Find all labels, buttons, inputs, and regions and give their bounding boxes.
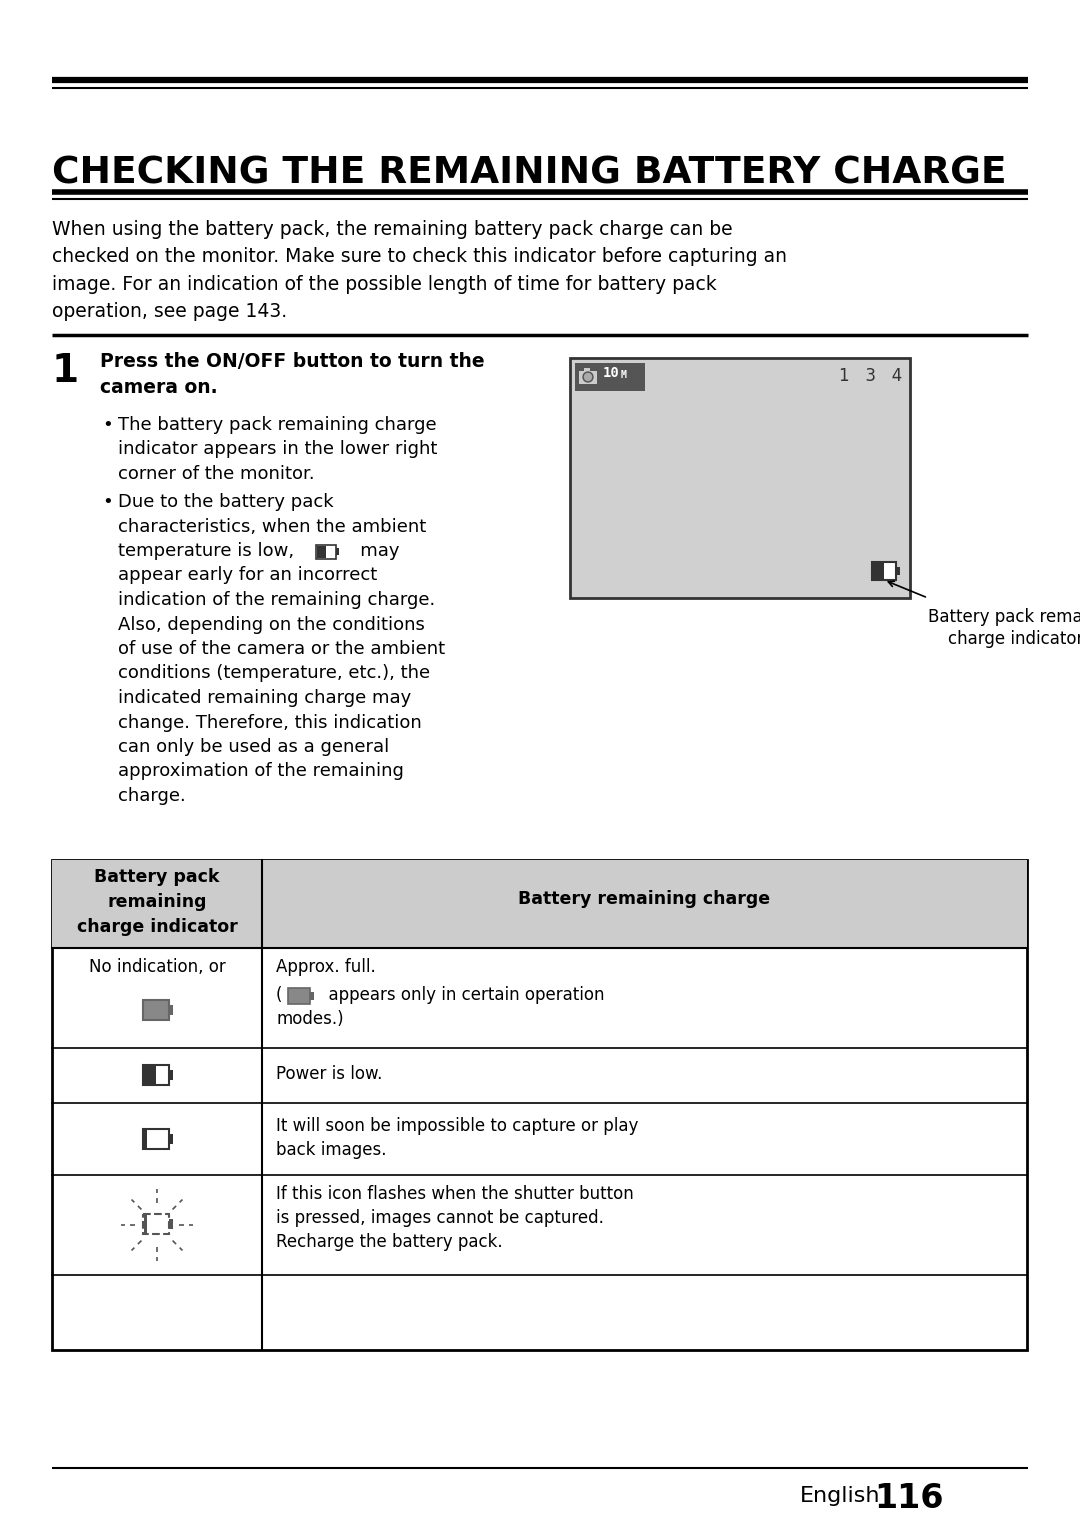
Circle shape <box>584 374 592 380</box>
FancyBboxPatch shape <box>336 548 339 555</box>
Text: appear early for an incorrect: appear early for an incorrect <box>118 566 377 584</box>
Text: When using the battery pack, the remaining battery pack charge can be
checked on: When using the battery pack, the remaini… <box>52 221 787 321</box>
FancyBboxPatch shape <box>310 992 314 999</box>
Text: If this icon flashes when the shutter button: If this icon flashes when the shutter bu… <box>276 1185 634 1203</box>
Text: It will soon be impossible to capture or play: It will soon be impossible to capture or… <box>276 1116 638 1135</box>
Text: modes.): modes.) <box>276 1010 343 1028</box>
Text: indication of the remaining charge.: indication of the remaining charge. <box>118 592 435 608</box>
Text: charge indicator: charge indicator <box>948 630 1080 648</box>
Text: Due to the battery pack: Due to the battery pack <box>118 493 334 511</box>
Text: Also, depending on the conditions: Also, depending on the conditions <box>118 616 424 634</box>
FancyBboxPatch shape <box>316 545 336 560</box>
FancyBboxPatch shape <box>896 567 900 575</box>
FancyBboxPatch shape <box>52 859 1027 1351</box>
FancyBboxPatch shape <box>570 357 910 598</box>
Text: English: English <box>800 1486 880 1506</box>
Text: temperature is low,: temperature is low, <box>118 541 294 560</box>
FancyBboxPatch shape <box>144 1130 147 1148</box>
FancyBboxPatch shape <box>584 368 590 373</box>
FancyBboxPatch shape <box>288 989 310 1004</box>
FancyBboxPatch shape <box>318 546 326 558</box>
Text: Approx. full.: Approx. full. <box>276 958 376 976</box>
Text: M: M <box>621 370 626 380</box>
Text: corner of the monitor.: corner of the monitor. <box>118 465 314 484</box>
Text: conditions (temperature, etc.), the: conditions (temperature, etc.), the <box>118 665 430 683</box>
FancyBboxPatch shape <box>168 1069 173 1080</box>
Text: (: ( <box>276 986 282 1004</box>
FancyBboxPatch shape <box>872 561 896 580</box>
Text: CHECKING THE REMAINING BATTERY CHARGE: CHECKING THE REMAINING BATTERY CHARGE <box>52 155 1007 192</box>
Text: may: may <box>343 541 400 560</box>
Text: approximation of the remaining: approximation of the remaining <box>118 762 404 780</box>
FancyBboxPatch shape <box>143 1065 168 1084</box>
Text: characteristics, when the ambient: characteristics, when the ambient <box>118 517 427 535</box>
FancyBboxPatch shape <box>143 999 168 1021</box>
Text: The battery pack remaining charge: The battery pack remaining charge <box>118 417 436 433</box>
Text: back images.: back images. <box>276 1141 387 1159</box>
FancyBboxPatch shape <box>168 1005 173 1015</box>
Text: Battery remaining charge: Battery remaining charge <box>518 890 770 908</box>
Text: 116: 116 <box>874 1481 944 1515</box>
FancyBboxPatch shape <box>144 1215 147 1234</box>
Text: No indication, or: No indication, or <box>89 958 226 976</box>
FancyBboxPatch shape <box>143 1214 168 1234</box>
Text: Battery pack
remaining
charge indicator: Battery pack remaining charge indicator <box>77 868 238 935</box>
FancyBboxPatch shape <box>579 371 597 383</box>
FancyBboxPatch shape <box>575 364 645 391</box>
FancyBboxPatch shape <box>873 563 885 580</box>
Text: change. Therefore, this indication: change. Therefore, this indication <box>118 713 422 732</box>
Text: 1   3   4: 1 3 4 <box>839 367 902 385</box>
FancyBboxPatch shape <box>168 1218 173 1229</box>
FancyBboxPatch shape <box>168 1135 173 1144</box>
Text: •: • <box>102 417 112 433</box>
Text: indicated remaining charge may: indicated remaining charge may <box>118 689 411 707</box>
Text: is pressed, images cannot be captured.: is pressed, images cannot be captured. <box>276 1209 604 1227</box>
Text: Press the ON/OFF button to turn the: Press the ON/OFF button to turn the <box>100 351 485 371</box>
Text: indicator appears in the lower right: indicator appears in the lower right <box>118 441 437 458</box>
Text: camera on.: camera on. <box>100 379 218 397</box>
Text: can only be used as a general: can only be used as a general <box>118 738 389 756</box>
Text: Power is low.: Power is low. <box>276 1065 382 1083</box>
FancyBboxPatch shape <box>52 859 1027 948</box>
Text: 10: 10 <box>603 367 620 380</box>
Text: charge.: charge. <box>118 786 186 805</box>
Text: •: • <box>102 493 112 511</box>
Circle shape <box>583 373 593 382</box>
Text: 1: 1 <box>52 351 79 389</box>
Text: appears only in certain operation: appears only in certain operation <box>318 986 605 1004</box>
FancyBboxPatch shape <box>144 1066 156 1084</box>
Text: Battery pack remaining: Battery pack remaining <box>928 608 1080 627</box>
Text: of use of the camera or the ambient: of use of the camera or the ambient <box>118 640 445 659</box>
FancyBboxPatch shape <box>143 1129 168 1148</box>
Text: Recharge the battery pack.: Recharge the battery pack. <box>276 1234 502 1250</box>
